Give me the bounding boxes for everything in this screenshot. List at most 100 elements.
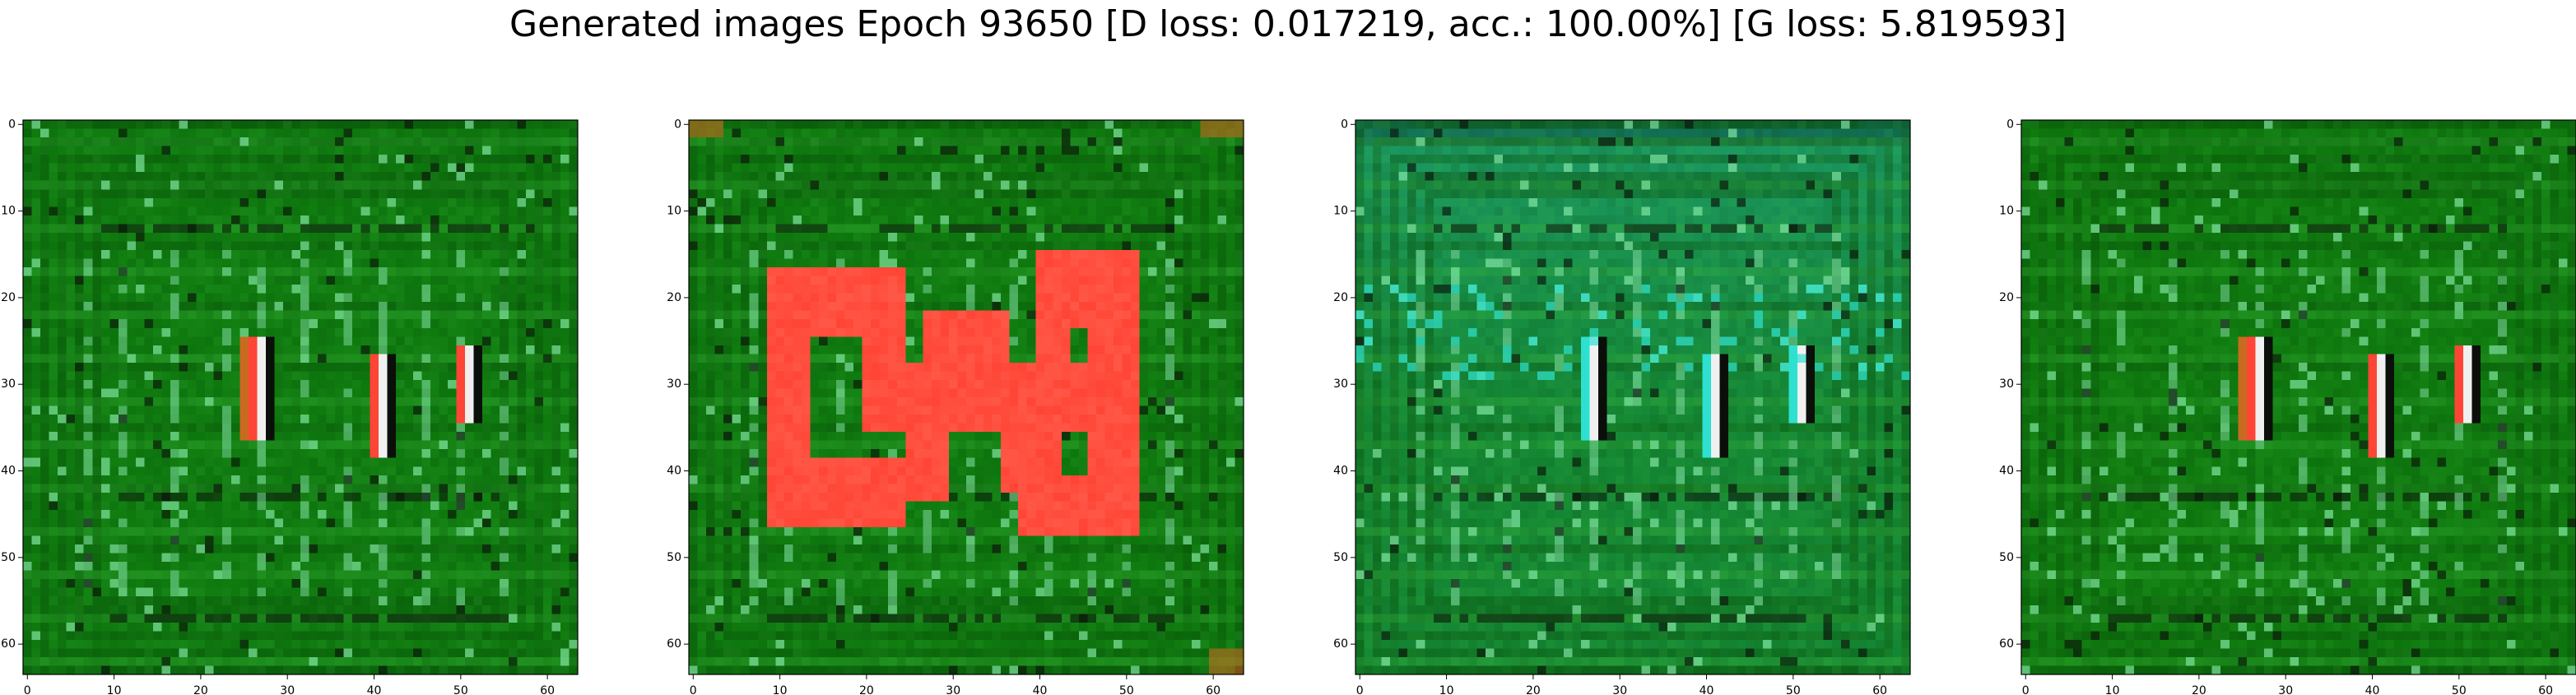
image-pixel (421, 484, 431, 493)
image-pixel (31, 285, 41, 294)
image-pixel (360, 163, 370, 173)
image-pixel (265, 319, 276, 329)
image-pixel (282, 579, 293, 589)
image-pixel (213, 197, 223, 207)
image-pixel (144, 656, 154, 667)
image-pixel (161, 405, 171, 415)
image-pixel (239, 241, 249, 251)
image-pixel (1122, 155, 1132, 164)
image-pixel (836, 224, 846, 234)
image-pixel (395, 509, 405, 520)
image-pixel (430, 509, 440, 520)
image-pixel (525, 484, 535, 493)
image-pixel (370, 345, 379, 354)
image-pixel (127, 631, 137, 641)
image-pixel (560, 137, 570, 147)
image-pixel (300, 163, 310, 173)
image-pixel (335, 336, 345, 346)
image-pixel (188, 605, 198, 614)
image-pixel (370, 553, 379, 563)
image-pixel (508, 319, 518, 329)
image-pixel (456, 415, 466, 424)
image-pixel (706, 155, 716, 164)
image-pixel (31, 197, 41, 207)
image-pixel (749, 155, 759, 164)
image-pixel (213, 423, 223, 433)
image-pixel (378, 232, 388, 243)
image-pixel (205, 354, 215, 364)
image-pixel (170, 648, 180, 658)
image-pixel (387, 388, 397, 398)
image-pixel (188, 596, 198, 606)
image-pixel (161, 544, 171, 554)
image-pixel (827, 137, 837, 147)
image-pixel (309, 128, 319, 138)
image-pixel (473, 457, 483, 467)
axes-frame-1 (22, 119, 579, 675)
image-pixel (92, 405, 102, 415)
image-pixel (525, 622, 535, 632)
image-pixel (92, 206, 102, 216)
image-pixel (188, 570, 198, 580)
image-pixel (230, 509, 240, 520)
image-pixel (309, 475, 319, 484)
image-pixel (1131, 137, 1141, 147)
image-pixel (23, 180, 33, 190)
image-pixel (923, 172, 932, 182)
image-pixel (343, 656, 353, 667)
image-pixel (560, 553, 570, 563)
image-pixel (179, 128, 188, 138)
image-pixel (257, 535, 267, 545)
image-pixel (896, 180, 906, 190)
image-pixel (248, 180, 258, 190)
image-pixel (517, 137, 527, 147)
image-pixel (23, 241, 33, 251)
image-pixel (213, 241, 223, 251)
image-pixel (248, 146, 258, 155)
image-pixel (230, 327, 240, 337)
image-pixel (179, 180, 188, 190)
image-pixel (482, 579, 492, 589)
image-pixel (473, 345, 483, 354)
image-pixel (534, 614, 544, 623)
image-pixel (161, 310, 171, 320)
image-pixel (534, 345, 544, 354)
image-pixel (109, 241, 119, 251)
image-pixel (248, 526, 258, 537)
image-pixel (343, 492, 353, 502)
image-pixel (551, 120, 561, 130)
image-pixel (395, 172, 405, 182)
image-pixel (879, 128, 889, 138)
image-pixel (318, 172, 328, 182)
image-pixel (230, 336, 240, 346)
image-pixel (109, 310, 119, 320)
image-pixel (836, 197, 846, 207)
image-pixel (465, 189, 475, 199)
image-pixel (473, 371, 483, 381)
image-pixel (205, 665, 215, 675)
image-pixel (473, 535, 483, 545)
image-pixel (282, 206, 293, 216)
image-pixel (1165, 206, 1175, 216)
image-pixel (689, 232, 699, 243)
image-pixel (118, 526, 128, 537)
image-pixel (732, 146, 742, 155)
image-pixel (448, 544, 458, 554)
image-pixel (100, 648, 110, 658)
image-pixel (257, 241, 267, 251)
image-pixel (282, 197, 293, 207)
image-pixel (343, 423, 353, 433)
image-pixel (689, 120, 699, 130)
image-pixel (92, 415, 102, 424)
image-pixel (456, 440, 466, 450)
image-pixel (222, 526, 232, 537)
image-pixel (161, 163, 171, 173)
image-pixel (291, 492, 301, 502)
image-pixel (732, 120, 742, 130)
image-pixel (1018, 224, 1028, 234)
image-pixel (500, 362, 509, 373)
image-pixel (370, 397, 379, 407)
image-pixel (1174, 180, 1183, 190)
image-pixel (257, 172, 267, 182)
image-pixel (517, 128, 527, 138)
